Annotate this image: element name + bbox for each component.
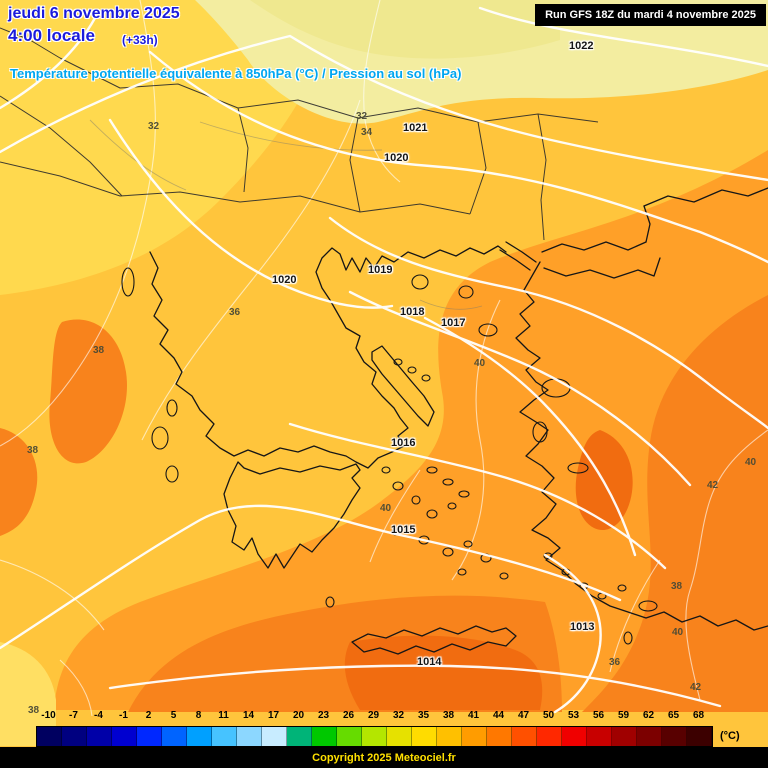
colorbar-cell [687,727,712,746]
colorbar-tick: 17 [267,710,280,721]
colorbar-cell [87,727,112,746]
pressure-label: 1020 [272,274,297,286]
temperature-label: 36 [609,657,621,668]
coastlines [149,187,768,655]
colorbar-cell [262,727,287,746]
pressure-label: 1016 [391,437,416,449]
colorbar-tick: 5 [170,710,177,721]
pressure-label: 1021 [403,122,428,134]
colorbar-cell [37,727,62,746]
temperature-label: 38 [93,345,105,356]
map-title: Température potentielle équivalente à 85… [10,66,462,81]
colorbar-cell [187,727,212,746]
pressure-label: 1019 [368,264,393,276]
date-label: jeudi 6 novembre 2025 [8,5,180,22]
colorbar-tick: 62 [642,710,655,721]
colorbar-cell [612,727,637,746]
colorbar-tick: 53 [567,710,580,721]
pressure-label: 1013 [570,621,595,633]
temperature-label: 36 [229,307,241,318]
colorbar-tick: 29 [367,710,380,721]
colorbar-cell [662,727,687,746]
theta-e-contours-grey [89,119,483,310]
colorbar-cell [162,727,187,746]
colorbar-tick: 41 [467,710,480,721]
colorbar-tick: 50 [542,710,555,721]
pressure-label: 1017 [441,317,466,329]
colorbar-tick: 44 [492,710,505,721]
colorbar-tick: 38 [442,710,455,721]
colorbar-tick: -7 [69,710,78,721]
copyright-bar: Copyright 2025 Meteociel.fr [0,747,768,768]
temperature-label: 38 [28,705,40,716]
pressure-label: 1015 [391,524,416,536]
colorbar-tick: 26 [342,710,355,721]
forecast-offset-label: (+33h) [122,33,158,47]
pressure-label: 1014 [417,656,442,668]
colorbar-cell [62,727,87,746]
colorbar-cell [362,727,387,746]
colorbar-cell [462,727,487,746]
colorbar-cell [562,727,587,746]
colorbar-tick: 11 [218,710,229,721]
colorbar-tick: 23 [317,710,330,721]
colorbar-tick: 20 [292,710,305,721]
pressure-label: 1020 [384,152,409,164]
colorbar-tick: -10 [41,710,56,721]
colorbar-tick: 65 [667,710,680,721]
copyright-text: Copyright 2025 Meteociel.fr [312,751,456,764]
colorbar-cell [237,727,262,746]
colorbar-cell [212,727,237,746]
model-run-info: Run GFS 18Z du mardi 4 novembre 2025 [535,4,766,26]
temperature-label: 34 [361,127,373,138]
colorbar-tick: 8 [195,710,202,721]
colorbar-unit-label: (°C) [720,730,740,742]
colorbar-tick: 59 [617,710,630,721]
colorbar-cell [512,727,537,746]
colorbar-cell [487,727,512,746]
colorbar-tick: 47 [517,710,530,721]
pressure-label: 1022 [569,40,594,52]
colorbar-tick: -1 [119,710,128,721]
temperature-label: 40 [474,358,486,369]
colorbar-cell [112,727,137,746]
colorbar-tick: -4 [94,710,103,721]
temperature-label: 38 [27,445,39,456]
temperature-label: 42 [707,480,719,491]
colorbar-tick: 32 [392,710,405,721]
colorbar-tick-row: -10 -7 -4 -1 2 5 8 11 14 17 20 23 26 29 32 35 38 41 44 47 50… [36,710,711,721]
colorbar-cell [537,727,562,746]
colorbar-cell [387,727,412,746]
temperature-label: 38 [671,581,683,592]
colorbar-cell [287,727,312,746]
colorbar-cell [337,727,362,746]
isobars [0,6,768,714]
colorbar-tick: 68 [692,710,705,721]
colorbar-cell [437,727,462,746]
colorbar-tick: 56 [592,710,605,721]
temperature-label: 42 [690,682,702,693]
pressure-label: 1018 [400,306,425,318]
temperature-label: 32 [148,121,160,132]
colorbar-cell [312,727,337,746]
colorbar-cell [412,727,437,746]
temperature-label: 32 [356,111,368,122]
colorbar-tick: 14 [242,710,255,721]
colorbar-tick: 2 [145,710,152,721]
colorbar-tick: 35 [417,710,430,721]
colorbar-cell [137,727,162,746]
colorbar-cell [637,727,662,746]
time-label: 4:00 locale [8,26,95,45]
temperature-label: 40 [380,503,392,514]
colorbar [36,726,713,747]
temperature-label: 40 [745,457,757,468]
temperature-label: 40 [672,627,684,638]
colorbar-cell [587,727,612,746]
